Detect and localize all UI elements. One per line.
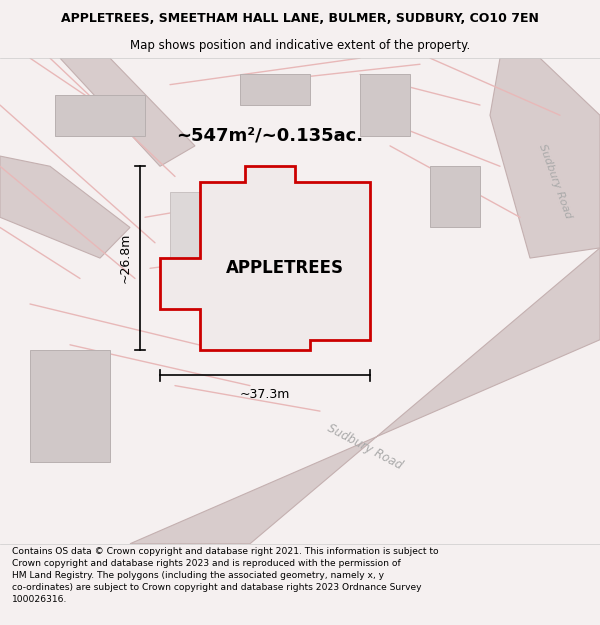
Polygon shape (240, 74, 310, 105)
Text: ~37.3m: ~37.3m (240, 388, 290, 401)
Text: Sudbury Road: Sudbury Road (537, 143, 573, 220)
Text: APPLETREES, SMEETHAM HALL LANE, BULMER, SUDBURY, CO10 7EN: APPLETREES, SMEETHAM HALL LANE, BULMER, … (61, 12, 539, 25)
Text: Contains OS data © Crown copyright and database right 2021. This information is : Contains OS data © Crown copyright and d… (12, 546, 439, 604)
Polygon shape (130, 248, 600, 544)
Text: Map shows position and indicative extent of the property.: Map shows position and indicative extent… (130, 39, 470, 52)
Polygon shape (160, 166, 370, 350)
Polygon shape (490, 58, 600, 258)
Polygon shape (0, 156, 130, 258)
Polygon shape (60, 58, 195, 166)
Text: Sudbury Road: Sudbury Road (325, 421, 405, 472)
Polygon shape (170, 192, 220, 273)
Polygon shape (360, 74, 410, 136)
Polygon shape (220, 187, 265, 268)
Polygon shape (55, 95, 145, 136)
Polygon shape (30, 350, 110, 462)
Polygon shape (265, 217, 305, 279)
Text: ~26.8m: ~26.8m (119, 233, 132, 283)
Text: ~547m²/~0.135ac.: ~547m²/~0.135ac. (176, 127, 364, 144)
Polygon shape (430, 166, 480, 228)
Text: APPLETREES: APPLETREES (226, 259, 344, 278)
